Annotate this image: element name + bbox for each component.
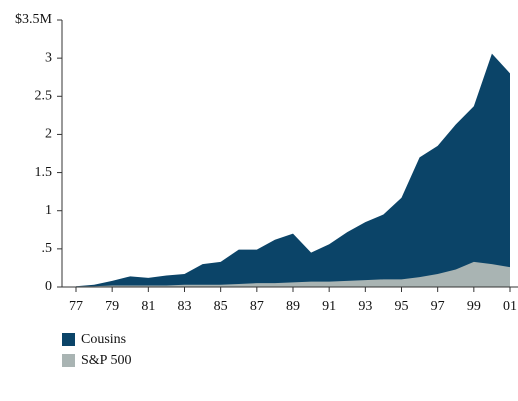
x-tick-label: 85 xyxy=(214,299,228,314)
x-tick-label: 91 xyxy=(322,299,336,314)
x-tick-label: 81 xyxy=(141,299,155,314)
y-tick-label: 0 xyxy=(45,279,52,294)
x-tick-label: 99 xyxy=(467,299,481,314)
y-tick-label: 1.5 xyxy=(35,165,53,180)
legend-label: Cousins xyxy=(81,332,126,347)
y-tick-label: 2.5 xyxy=(35,89,53,104)
legend-label: S&P 500 xyxy=(81,353,131,368)
y-tick-label: $3.5M xyxy=(15,12,53,27)
y-tick-label: .5 xyxy=(42,241,53,256)
x-tick-label: 93 xyxy=(358,299,372,314)
y-tick-label: 3 xyxy=(45,50,52,65)
area xyxy=(76,53,510,287)
x-tick-label: 01 xyxy=(503,299,517,314)
x-tick-label: 83 xyxy=(178,299,192,314)
x-tick-label: 89 xyxy=(286,299,300,314)
y-tick-label: 1 xyxy=(45,203,52,218)
legend-swatch xyxy=(62,333,75,346)
x-tick-label: 79 xyxy=(105,299,119,314)
y-tick-label: 2 xyxy=(45,127,52,142)
legend-swatch xyxy=(62,354,75,367)
x-tick-label: 95 xyxy=(395,299,409,314)
area xyxy=(76,261,510,287)
x-tick-label: 77 xyxy=(69,299,83,314)
x-tick-label: 97 xyxy=(431,299,445,314)
x-tick-label: 87 xyxy=(250,299,264,314)
